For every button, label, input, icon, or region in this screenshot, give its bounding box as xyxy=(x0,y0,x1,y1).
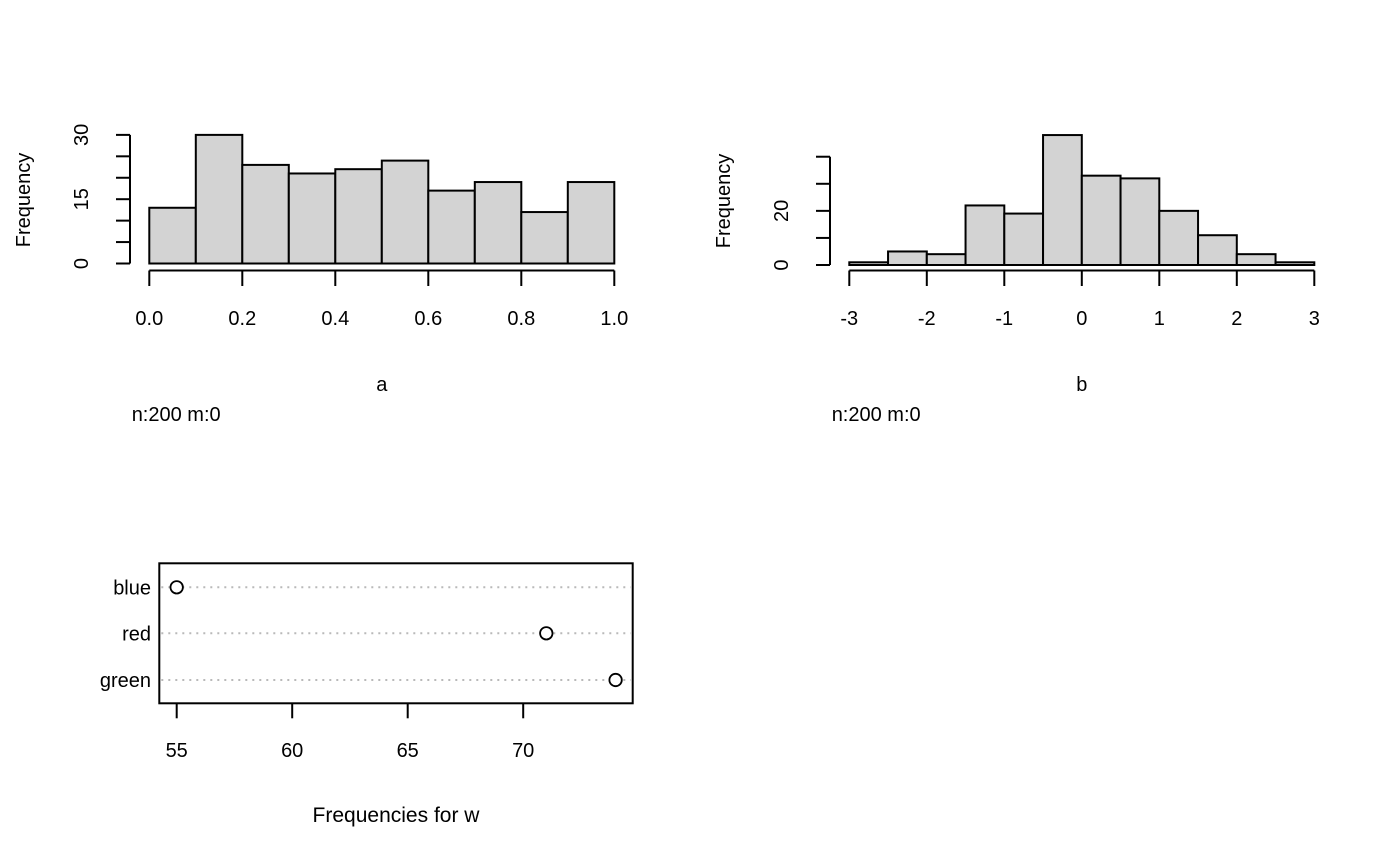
data-point xyxy=(169,580,184,595)
histogram-bar xyxy=(1197,234,1238,267)
histogram-bar xyxy=(925,253,967,266)
y-axis-tick-label: 0 xyxy=(771,259,793,270)
x-axis-title: a xyxy=(376,374,388,396)
x-axis-tick-label: 55 xyxy=(166,740,188,762)
x-axis-tick-label: 1 xyxy=(1154,308,1165,330)
histogram-a: Frequency 0 15 30 0.0 0.2 0.4 0.6 0.8 1.0 a n:200 m… xyxy=(13,124,628,426)
x-axis-tick-label: 0.8 xyxy=(507,308,535,330)
histogram-bar xyxy=(566,181,616,265)
x-axis-tick-label: 0 xyxy=(1076,308,1087,330)
dotchart-w: blue red green 55 60 65 70 Frequencies for w xyxy=(100,562,634,827)
histogram-bar xyxy=(194,133,244,265)
plot-box xyxy=(158,562,634,705)
x-axis-tick-label: 0.4 xyxy=(321,308,349,330)
histogram-bar xyxy=(1119,177,1161,267)
x-axis-tick-label: 3 xyxy=(1309,308,1320,330)
category-label: green xyxy=(100,670,151,692)
x-axis-tick-label: 0.0 xyxy=(135,308,163,330)
x-axis-tick-label: 0.6 xyxy=(414,308,442,330)
histogram-bar xyxy=(427,189,476,265)
y-axis-tick-label: 0 xyxy=(71,258,93,269)
histogram-bar xyxy=(1042,134,1083,266)
x-axis-tick-label: 60 xyxy=(281,740,303,762)
histogram-bar xyxy=(1274,261,1316,266)
subtitle: n:200 m:0 xyxy=(132,404,221,426)
histogram-bar xyxy=(380,159,430,265)
histogram-bar xyxy=(334,168,383,265)
y-axis-tick-label: 15 xyxy=(71,188,93,210)
x-axis-tick-label: 70 xyxy=(512,740,534,762)
x-axis-title: b xyxy=(1076,374,1087,396)
histogram-bar xyxy=(287,172,337,265)
histogram-bar xyxy=(964,204,1006,266)
chart-title: Frequencies for w xyxy=(313,804,481,827)
y-axis-tick-label: 20 xyxy=(771,200,793,222)
histogram-bar xyxy=(241,163,290,265)
histogram-bar xyxy=(473,181,523,265)
histogram-bar xyxy=(1003,212,1045,266)
category-label: blue xyxy=(113,577,151,599)
x-axis-tick-label: -2 xyxy=(918,308,936,330)
y-axis-title: Frequency xyxy=(713,154,735,249)
histogram-bar xyxy=(1158,209,1200,266)
histogram-b: Frequency 0 20 -3 -2 -1 0 1 2 3 b n:200 m:0 xyxy=(713,134,1320,426)
histogram-bar xyxy=(1235,253,1277,266)
histogram-bar xyxy=(520,211,569,265)
histogram-bar xyxy=(1080,174,1122,267)
histogram-bar xyxy=(887,250,928,266)
y-axis-tick-label: 30 xyxy=(71,124,93,146)
x-axis-tick-label: 65 xyxy=(397,740,419,762)
histogram-bar xyxy=(148,206,197,265)
x-axis-tick-label: -3 xyxy=(840,308,858,330)
x-axis-tick-label: -1 xyxy=(995,308,1013,330)
y-axis-title: Frequency xyxy=(13,153,35,248)
x-axis-tick-label: 0.2 xyxy=(228,308,256,330)
subtitle: n:200 m:0 xyxy=(832,404,921,426)
category-label: red xyxy=(122,623,151,645)
x-axis-tick-label: 2 xyxy=(1231,308,1242,330)
data-point xyxy=(539,626,554,641)
data-point xyxy=(608,672,623,688)
histogram-bar xyxy=(848,261,890,266)
x-axis-tick-label: 1.0 xyxy=(600,308,628,330)
